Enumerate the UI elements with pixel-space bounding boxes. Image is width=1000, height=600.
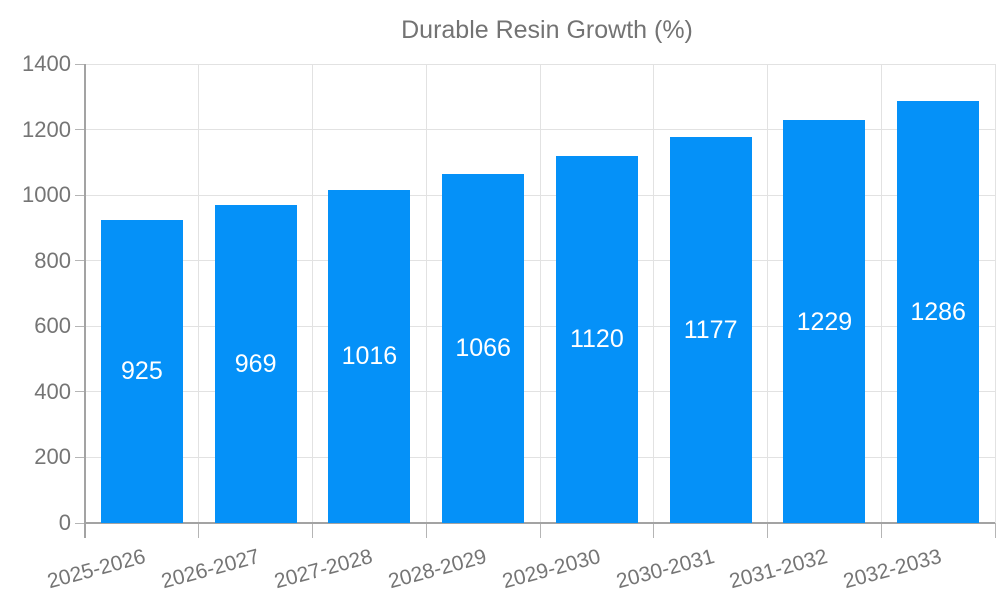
x-gridline — [539, 64, 541, 523]
x-tick-mark — [767, 523, 768, 538]
y-tick-label: 200 — [34, 444, 71, 470]
y-tick-mark — [75, 522, 85, 524]
y-tick-mark — [75, 63, 85, 65]
x-gridline — [653, 64, 655, 523]
bar-value-label: 1177 — [683, 316, 738, 345]
bar-value-label: 1016 — [341, 342, 398, 371]
y-tick-mark — [75, 325, 85, 327]
x-gridline — [198, 64, 200, 523]
y-tick-label: 1200 — [22, 116, 71, 142]
y-tick-label: 800 — [34, 247, 71, 273]
bar-value-label: 1120 — [569, 325, 624, 354]
x-gridline — [312, 64, 313, 523]
bar-value-label: 1229 — [796, 307, 853, 336]
y-axis-line — [84, 64, 86, 538]
x-tick-mark — [312, 523, 313, 538]
x-gridline — [880, 64, 882, 523]
bar-value-label: 1286 — [910, 298, 966, 327]
y-tick-mark — [75, 260, 85, 262]
bar[interactable] — [328, 189, 411, 523]
x-gridline — [994, 64, 996, 523]
y-tick-mark — [75, 456, 85, 458]
x-axis-line — [85, 522, 995, 524]
y-tick-label: 0 — [58, 510, 71, 535]
y-tick-mark — [75, 391, 85, 393]
y-tick-label: 600 — [34, 313, 71, 339]
bar[interactable] — [897, 101, 980, 523]
legend[interactable]: Durable Resin Growth (%) — [0, 16, 1000, 44]
bar[interactable] — [669, 137, 752, 523]
legend-label: Durable Resin Growth (%) — [401, 16, 693, 44]
x-gridline — [767, 64, 768, 523]
x-gridline — [425, 64, 427, 523]
bar-value-label: 925 — [121, 357, 163, 386]
y-tick-label: 400 — [34, 378, 71, 404]
y-tick-mark — [75, 194, 85, 196]
y-tick-label: 1000 — [22, 182, 71, 208]
bar[interactable] — [555, 155, 638, 523]
x-tick-mark — [198, 523, 200, 538]
x-tick-mark — [653, 523, 655, 538]
y-tick-mark — [75, 129, 85, 131]
bar[interactable] — [214, 205, 297, 523]
x-tick-mark — [425, 523, 427, 538]
bar-value-label: 1066 — [455, 334, 511, 363]
x-tick-mark — [539, 523, 541, 538]
x-tick-mark — [994, 523, 996, 538]
bar-value-label: 969 — [234, 350, 277, 379]
bar[interactable] — [783, 120, 866, 523]
bar[interactable] — [442, 173, 525, 523]
bar[interactable] — [100, 219, 183, 523]
y-tick-label: 1400 — [22, 51, 71, 76]
x-tick-mark — [880, 523, 882, 538]
